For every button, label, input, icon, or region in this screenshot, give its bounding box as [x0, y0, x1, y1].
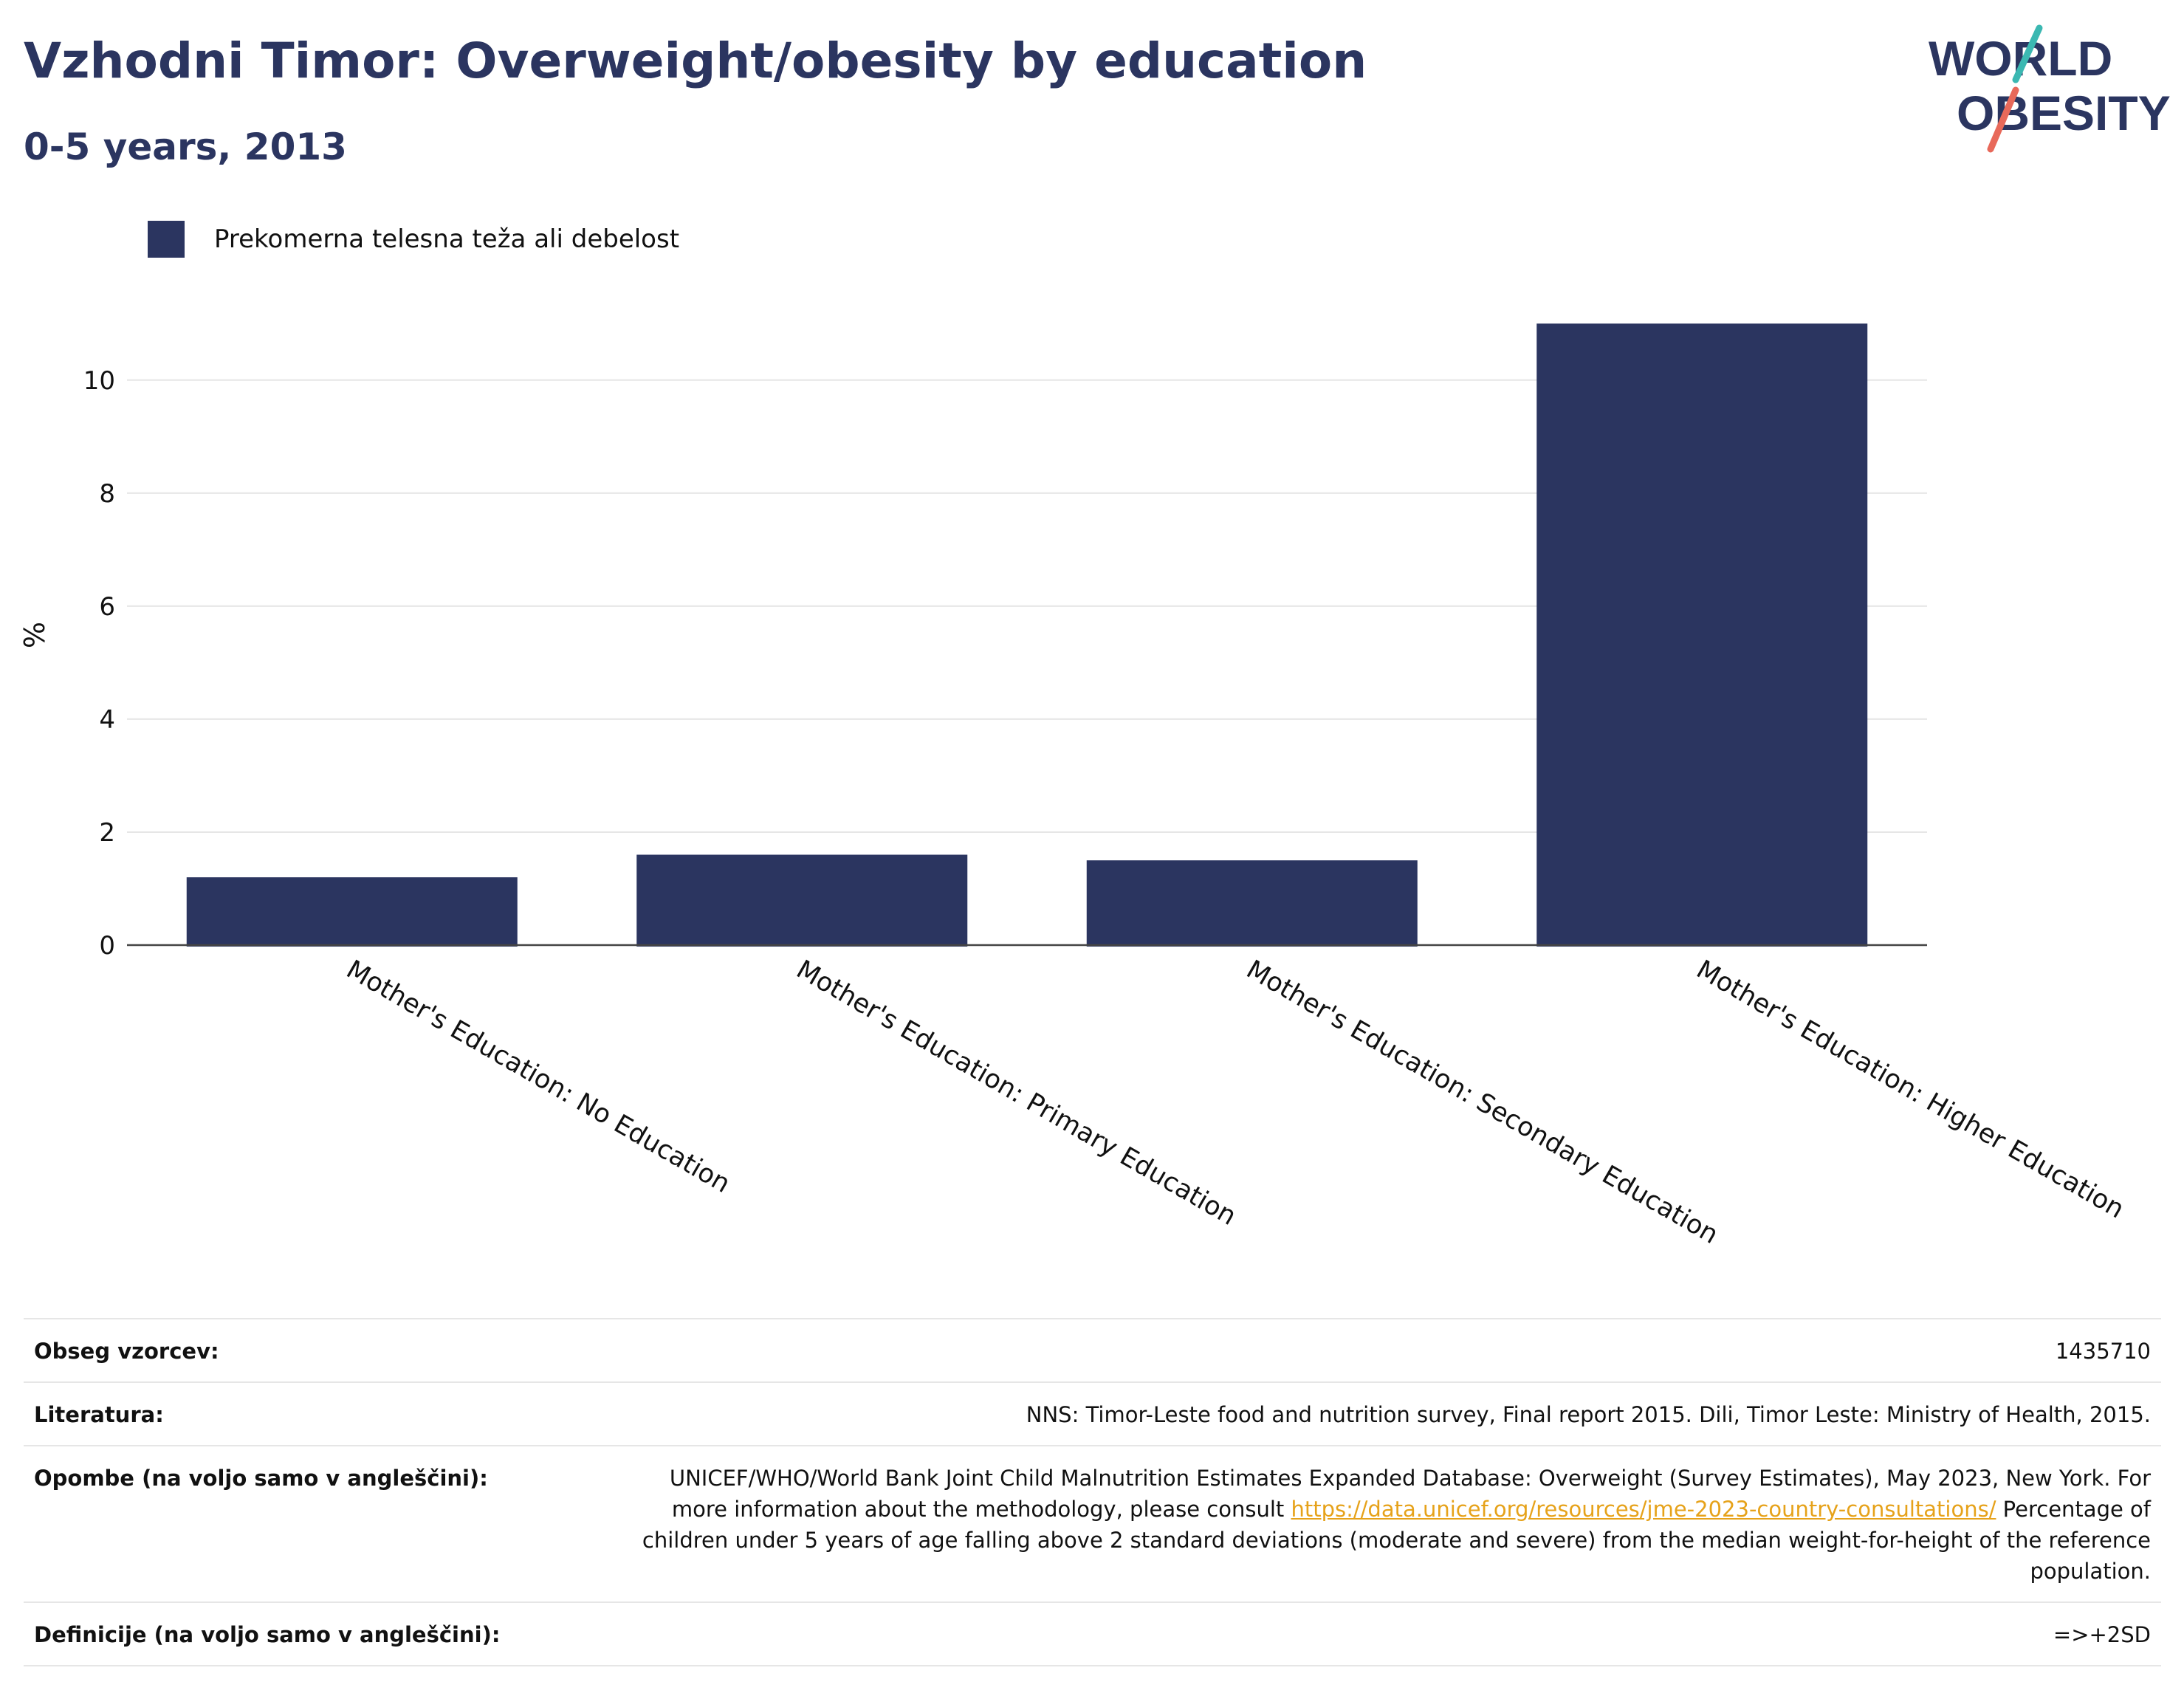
- info-label: Definicije (na voljo samo v angleščini):: [24, 1601, 605, 1667]
- chart-title: Vzhodni Timor: Overweight/obesity by edu…: [24, 32, 1367, 89]
- y-axis-ticks: 0 2 4 6 8 10: [83, 366, 115, 961]
- notes-text-before: UNICEF/WHO/World Bank Joint Child Malnut…: [669, 1466, 2151, 1522]
- info-value: 1435710: [605, 1317, 2161, 1384]
- legend-label: Prekomerna telesna teža ali debelost: [214, 224, 680, 254]
- notes-text-after: Percentage of children under 5 years of …: [642, 1497, 2151, 1585]
- logo-text-world: WORLD: [1929, 31, 2112, 86]
- y-tick-label: 6: [99, 592, 115, 622]
- bar-chart: 0 2 4 6 8 10 Mother's Education: No Education…: [18, 323, 2129, 1250]
- legend[interactable]: Prekomerna telesna teža ali debelost: [148, 219, 679, 260]
- y-axis-label: %: [18, 622, 51, 648]
- world-obesity-logo[interactable]: WORLD OBESITY: [1920, 22, 2171, 155]
- y-tick-label: 8: [99, 479, 115, 509]
- logo-text-obesity: OBESITY: [1957, 86, 2171, 140]
- bar[interactable]: [1086, 860, 1418, 947]
- info-row-definitions: Definicije (na voljo samo v angleščini):…: [24, 1601, 2161, 1667]
- y-tick-label: 10: [83, 366, 115, 396]
- y-tick-label: 4: [99, 705, 115, 735]
- info-label: Literatura:: [24, 1381, 605, 1447]
- logo-slash-coral: [1987, 86, 2019, 153]
- info-label: Opombe (na voljo samo v angleščini):: [24, 1445, 605, 1604]
- bar[interactable]: [636, 854, 968, 947]
- y-tick-label: 2: [99, 818, 115, 848]
- x-tick-label: Mother's Education: Higher Education: [1692, 955, 2129, 1224]
- bar[interactable]: [1536, 323, 1868, 947]
- info-label: Obseg vzorcev:: [24, 1317, 605, 1384]
- y-tick-label: 0: [99, 931, 115, 961]
- x-axis-labels: Mother's Education: No Education Mother's…: [341, 955, 2129, 1250]
- info-row-sample-size: Obseg vzorcev: 1435710: [24, 1317, 2161, 1384]
- x-tick-label: Mother's Education: Secondary Education: [1241, 955, 1723, 1250]
- x-tick-label: Mother's Education: No Education: [341, 955, 735, 1199]
- info-row-literature: Literatura: NNS: Timor-Leste food and nu…: [24, 1381, 2161, 1447]
- methodology-link[interactable]: https://data.unicef.org/resources/jme-20…: [1291, 1497, 1996, 1522]
- gridlines: [127, 379, 1927, 833]
- info-table: Obseg vzorcev: 1435710 Literatura: NNS: …: [24, 1317, 2161, 1667]
- legend-swatch: [148, 221, 185, 258]
- x-tick-label: Mother's Education: Primary Education: [791, 955, 1241, 1232]
- bar[interactable]: [186, 877, 518, 947]
- info-value: NNS: Timor-Leste food and nutrition surv…: [605, 1381, 2161, 1447]
- logo-slash-teal: [2012, 24, 2043, 83]
- chart-subtitle: 0-5 years, 2013: [24, 126, 347, 168]
- info-value: =>+2SD: [605, 1601, 2161, 1667]
- info-row-notes: Opombe (na voljo samo v angleščini): UNI…: [24, 1445, 2161, 1604]
- bars: [186, 323, 1868, 947]
- info-value: UNICEF/WHO/World Bank Joint Child Malnut…: [605, 1445, 2161, 1604]
